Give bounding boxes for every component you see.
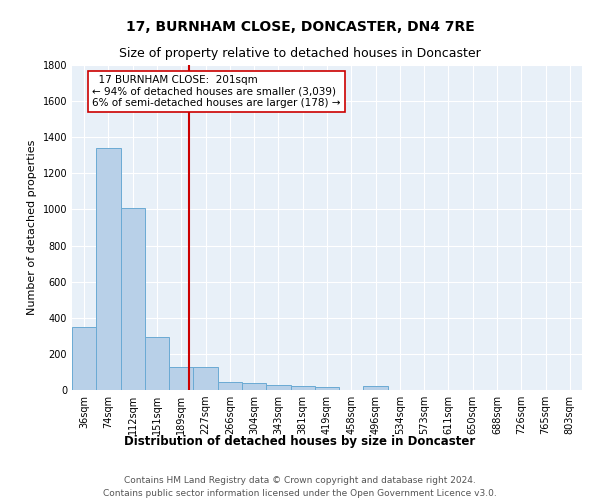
Text: Contains HM Land Registry data © Crown copyright and database right 2024.
Contai: Contains HM Land Registry data © Crown c…: [103, 476, 497, 498]
Bar: [315, 388, 339, 390]
Bar: [145, 336, 169, 390]
Bar: [121, 208, 145, 390]
Text: Distribution of detached houses by size in Doncaster: Distribution of detached houses by size …: [124, 435, 476, 448]
Bar: [290, 386, 315, 390]
Text: 17 BURNHAM CLOSE:  201sqm
← 94% of detached houses are smaller (3,039)
6% of sem: 17 BURNHAM CLOSE: 201sqm ← 94% of detach…: [92, 74, 341, 108]
Bar: [72, 327, 96, 390]
Text: 17, BURNHAM CLOSE, DONCASTER, DN4 7RE: 17, BURNHAM CLOSE, DONCASTER, DN4 7RE: [125, 20, 475, 34]
Bar: [218, 382, 242, 390]
Text: Size of property relative to detached houses in Doncaster: Size of property relative to detached ho…: [119, 48, 481, 60]
Bar: [266, 384, 290, 390]
Bar: [193, 366, 218, 390]
Bar: [96, 148, 121, 390]
Bar: [169, 366, 193, 390]
Bar: [242, 383, 266, 390]
Bar: [364, 386, 388, 390]
Y-axis label: Number of detached properties: Number of detached properties: [27, 140, 37, 315]
